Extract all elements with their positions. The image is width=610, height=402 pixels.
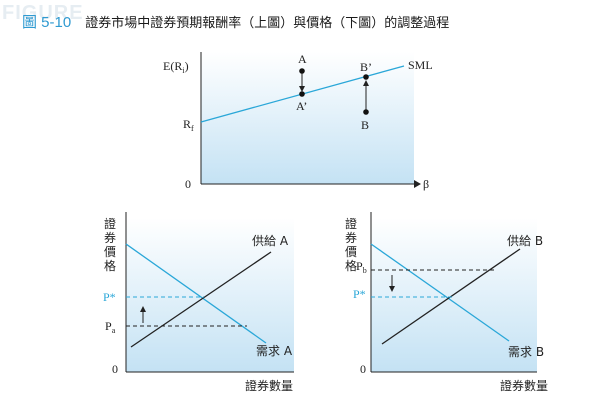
- figure-header: 圖 5-10 證券市場中證券預期報酬率（上圖）與價格（下圖）的調整過程: [12, 10, 449, 32]
- point-b-prime: [363, 74, 369, 80]
- p-star-b-label: P*: [353, 287, 366, 301]
- demand-a-label: 需求 A: [256, 344, 293, 358]
- top-origin-label: 0: [185, 177, 191, 191]
- right-y-axis-label: 證 券 價 格: [345, 216, 361, 273]
- left-origin-label: 0: [112, 362, 118, 376]
- top-chart: E(Ri) Rf 0 β SML A A’ B’ B: [163, 52, 433, 191]
- beta-axis-label: β: [423, 177, 429, 191]
- p-a-label: Pa: [105, 319, 116, 335]
- right-price-down-arrow-head: [389, 286, 395, 292]
- sml-label: SML: [408, 58, 433, 72]
- point-a-prime: [299, 91, 305, 97]
- figure-number: 圖 5-10: [22, 13, 72, 31]
- demand-b-label: 需求 B: [508, 345, 544, 359]
- rf-label: Rf: [183, 117, 194, 133]
- left-chart: 證 券 價 格 0 證券數量 供給 A 需求 A P* Pa: [103, 212, 294, 393]
- p-star-a-label: P*: [103, 290, 116, 304]
- figure-title: 證券市場中證券預期報酬率（上圖）與價格（下圖）的調整過程: [85, 15, 450, 31]
- p-b-label: Pb: [356, 259, 367, 275]
- point-b: [363, 109, 369, 115]
- supply-a-line: [130, 251, 272, 348]
- top-x-axis-arrow: [414, 180, 421, 188]
- supply-b-label: 供給 B: [507, 234, 543, 248]
- left-chart-background: [126, 218, 294, 372]
- demand-b-line: [370, 243, 510, 342]
- point-a: [299, 68, 305, 74]
- point-a-label: A: [298, 52, 307, 66]
- point-b-label: B: [361, 118, 369, 132]
- point-b-prime-label: B’: [360, 60, 372, 74]
- right-origin-label: 0: [360, 362, 366, 376]
- point-a-prime-label: A’: [296, 99, 307, 113]
- arrow-a-head: [299, 86, 305, 92]
- left-y-axis-label: 證 券 價 格: [104, 216, 120, 273]
- figure-watermark: FIGURE: [2, 2, 84, 24]
- left-price-up-arrow-head: [140, 306, 146, 312]
- top-y-axis-label: E(Ri): [163, 59, 189, 75]
- left-x-axis-label: 證券數量: [245, 378, 293, 393]
- arrow-b-head: [363, 80, 369, 86]
- demand-a-line: [125, 243, 267, 344]
- right-chart: 證 券 價 格 0 證券數量 供給 B 需求 B Pb P*: [345, 212, 548, 393]
- top-chart-background: [201, 52, 414, 184]
- right-x-axis-label: 證券數量: [500, 378, 548, 393]
- supply-a-label: 供給 A: [252, 234, 289, 248]
